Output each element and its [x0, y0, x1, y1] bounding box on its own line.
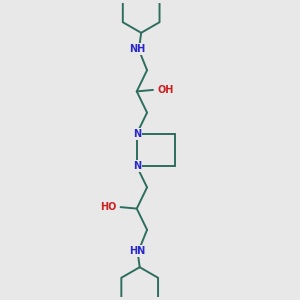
Text: OH: OH: [158, 85, 174, 95]
Text: NH: NH: [129, 44, 145, 54]
Text: N: N: [133, 161, 141, 171]
Text: N: N: [133, 129, 141, 139]
Text: HO: HO: [100, 202, 116, 212]
Text: HN: HN: [129, 246, 145, 256]
